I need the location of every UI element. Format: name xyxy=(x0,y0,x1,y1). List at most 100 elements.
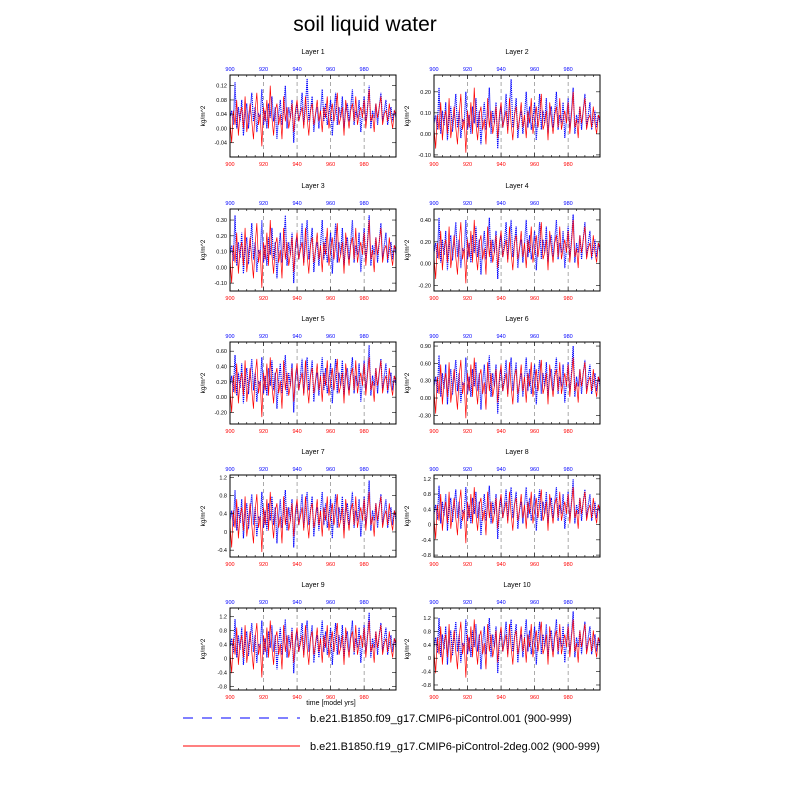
panel-title: Layer 10 xyxy=(503,582,530,589)
plot-frame xyxy=(229,607,397,691)
y-tick-label: 1.2 xyxy=(423,477,431,483)
panel-title: Layer 1 xyxy=(301,49,324,56)
y-tick-label: 0.10 xyxy=(216,250,227,256)
y-tick-label: 0.04 xyxy=(216,112,227,118)
x-tick-label: 900 xyxy=(225,162,234,168)
x-tick-label-top: 900 xyxy=(225,334,234,340)
panel-title: Layer 9 xyxy=(301,582,324,589)
x-tick-label: 960 xyxy=(326,429,335,435)
y-tick-label: 0.00 xyxy=(420,132,431,138)
x-tick-label-top: 980 xyxy=(360,201,369,207)
x-tick-label: 980 xyxy=(564,162,573,168)
x-tick-label: 920 xyxy=(259,162,268,168)
x-tick-label-top: 980 xyxy=(360,600,369,606)
y-tick-label: 0 xyxy=(428,523,431,529)
plot-frame xyxy=(229,474,397,558)
x-axis-label: time [model yrs] xyxy=(306,700,355,707)
y-tick-label: 0 xyxy=(224,530,227,536)
x-tick-label-top: 940 xyxy=(496,334,505,340)
figure-title: soil liquid water xyxy=(293,13,437,36)
series-line-red xyxy=(433,357,601,419)
y-axis-label: kg/m^2 xyxy=(404,638,411,659)
panel-title: Layer 7 xyxy=(301,449,324,456)
layer-panel: Layer 1 kg/m^2 900 900 920 920 940 940 960 960 980… xyxy=(200,49,397,168)
x-tick-label: 980 xyxy=(564,695,573,701)
x-tick-label-top: 920 xyxy=(259,201,268,207)
y-tick-label: 1.2 xyxy=(219,475,227,481)
x-tick-label-top: 920 xyxy=(463,334,472,340)
y-tick-label: -0.10 xyxy=(214,281,227,287)
x-tick-label: 920 xyxy=(463,162,472,168)
x-tick-label: 960 xyxy=(326,296,335,302)
x-tick-label-top: 920 xyxy=(463,201,472,207)
x-tick-label: 940 xyxy=(496,562,505,568)
x-tick-label-top: 960 xyxy=(326,600,335,606)
x-tick-label-top: 960 xyxy=(530,467,539,473)
x-tick-label-top: 940 xyxy=(496,600,505,606)
y-tick-label: 0.40 xyxy=(420,218,431,224)
y-tick-label: 0.4 xyxy=(219,512,227,518)
x-tick-label: 960 xyxy=(326,695,335,701)
panel-title: Layer 8 xyxy=(505,449,528,456)
x-tick-label-top: 900 xyxy=(429,600,438,606)
x-tick-label-top: 980 xyxy=(360,67,369,73)
y-tick-label: 0.00 xyxy=(216,395,227,401)
x-tick-label: 940 xyxy=(292,429,301,435)
x-tick-label-top: 960 xyxy=(326,334,335,340)
plot-frame xyxy=(433,208,601,292)
layer-panel: Layer 2 kg/m^2 900 900 920 920 940 940 960 960 980… xyxy=(404,49,601,168)
x-tick-label-top: 920 xyxy=(463,467,472,473)
x-tick-label: 940 xyxy=(496,429,505,435)
x-tick-label-top: 960 xyxy=(530,334,539,340)
x-tick-label-top: 940 xyxy=(292,201,301,207)
x-tick-label-top: 940 xyxy=(292,67,301,73)
x-tick-label: 940 xyxy=(496,695,505,701)
x-tick-label-top: 980 xyxy=(564,467,573,473)
x-tick-label: 920 xyxy=(463,695,472,701)
layer-panel: Layer 4 kg/m^2 900 900 920 920 940 940 960 960 980… xyxy=(404,183,601,302)
y-tick-label: 0.8 xyxy=(423,492,431,498)
x-tick-label-top: 980 xyxy=(564,67,573,73)
layer-panel: Layer 10 kg/m^2 900 900 920 920 940 940 960 960 98… xyxy=(404,582,601,701)
y-tick-label: 0.20 xyxy=(420,240,431,246)
y-tick-label: 0.4 xyxy=(423,507,431,513)
x-tick-label-top: 940 xyxy=(496,467,505,473)
y-tick-label: 0.12 xyxy=(216,84,227,90)
x-tick-label-top: 960 xyxy=(326,467,335,473)
y-axis-label: kg/m^2 xyxy=(200,372,207,393)
layer-panel: Layer 3 kg/m^2 900 900 920 920 940 940 960 960 980… xyxy=(200,183,397,302)
x-tick-label: 920 xyxy=(259,562,268,568)
x-tick-label: 900 xyxy=(429,695,438,701)
series-line-red xyxy=(229,620,397,678)
x-tick-label-top: 920 xyxy=(463,67,472,73)
y-axis-label: kg/m^2 xyxy=(404,505,411,526)
x-tick-label: 960 xyxy=(326,562,335,568)
x-tick-label: 900 xyxy=(429,162,438,168)
x-tick-label: 940 xyxy=(292,162,301,168)
x-tick-label: 980 xyxy=(360,429,369,435)
x-tick-label-top: 900 xyxy=(429,67,438,73)
x-tick-label-top: 920 xyxy=(259,467,268,473)
x-tick-label: 900 xyxy=(429,296,438,302)
y-axis-label: kg/m^2 xyxy=(200,239,207,260)
layer-panel: Layer 8 kg/m^2 900 900 920 920 940 940 960 960 980… xyxy=(404,449,601,568)
panels-grid: Layer 1 kg/m^2 900 900 920 920 940 940 960 960 980… xyxy=(200,49,601,701)
y-tick-label: -0.04 xyxy=(214,141,227,147)
x-tick-label: 960 xyxy=(530,695,539,701)
x-tick-label-top: 900 xyxy=(429,334,438,340)
layer-panel: Layer 5 kg/m^2 900 900 920 920 940 940 960 960 980… xyxy=(200,316,397,435)
plot-frame xyxy=(229,341,397,425)
y-axis-label: kg/m^2 xyxy=(200,105,207,126)
x-tick-label-top: 900 xyxy=(429,201,438,207)
layer-panel: Layer 9 kg/m^2 900 900 920 920 940 940 960 960 980… xyxy=(200,582,397,701)
y-tick-label: 0.60 xyxy=(216,349,227,355)
y-tick-label: -0.4 xyxy=(422,538,431,544)
series-line-red xyxy=(229,85,397,147)
y-axis-label: kg/m^2 xyxy=(404,372,411,393)
panel-title: Layer 4 xyxy=(505,183,528,190)
y-tick-label: 0.4 xyxy=(423,643,431,649)
legend-label-blue: b.e21.B1850.f09_g17.CMIP6-piControl.001 … xyxy=(310,713,572,725)
x-tick-label-top: 960 xyxy=(530,67,539,73)
plot-frame xyxy=(433,474,601,558)
y-tick-label: 0.20 xyxy=(216,380,227,386)
